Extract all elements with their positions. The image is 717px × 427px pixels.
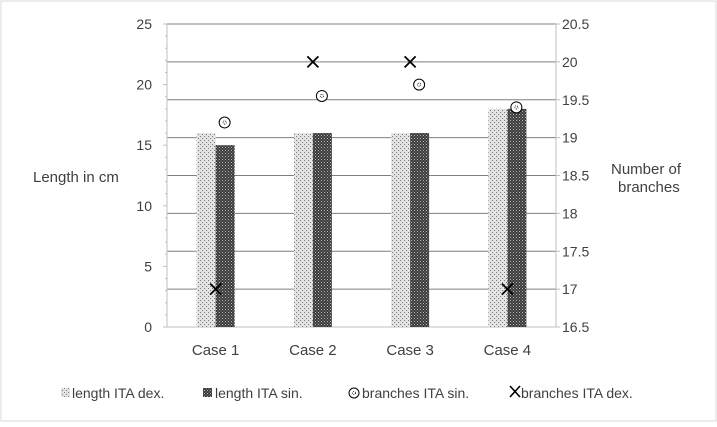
bar-length-ita-sin — [215, 145, 235, 327]
marker-branches-ita-sin-inner — [222, 120, 227, 125]
marker-branches-ita-sin — [315, 89, 328, 102]
marker-branches-ita-dex — [501, 282, 514, 296]
left-axis-label: Length in cm — [33, 169, 119, 186]
bar-length-ita-sin — [312, 133, 332, 327]
legend-item-length-ita-sin: length ITA sin. — [203, 385, 303, 401]
legend-item-branches-ita-sin: branches ITA sin. — [348, 385, 469, 401]
marker-branches-ita-sin-inner — [319, 93, 324, 98]
bar-length-ita-dex — [488, 108, 508, 327]
left-axis-tick-labels: 0 5 10 15 20 25 — [136, 16, 152, 335]
right-tick-label: 16.5 — [562, 319, 589, 335]
right-tick-label: 19.5 — [562, 92, 589, 108]
right-tick-label: 20.5 — [562, 16, 589, 32]
left-tick-label: 25 — [136, 16, 152, 32]
marker-branches-ita-sin-inner — [417, 82, 422, 87]
marker-branches-ita-sin-inner — [514, 105, 519, 110]
right-tick-label: 18.5 — [562, 168, 589, 184]
legend-label-length-ita-sin: length ITA sin. — [215, 385, 303, 401]
legend-swatch-length-ita-dex — [61, 388, 70, 397]
marker-branches-ita-sin — [413, 78, 426, 91]
legend-item-length-ita-dex: length ITA dex. — [61, 385, 164, 401]
legend: length ITA dex. length ITA sin. branches… — [61, 385, 633, 401]
left-tick-label: 0 — [144, 319, 152, 335]
right-tick-label: 19 — [562, 130, 578, 146]
bar-length-ita-dex — [196, 133, 216, 327]
bar-length-ita-dex — [391, 133, 411, 327]
marker-branches-ita-dex — [306, 55, 320, 69]
bar-length-ita-sin — [507, 108, 527, 327]
right-axis-label-line2: branches — [618, 179, 680, 196]
right-tick-label: 18 — [562, 205, 578, 221]
legend-swatch-length-ita-sin — [203, 388, 212, 397]
right-tick-label: 20 — [562, 54, 578, 70]
right-tick-label: 17 — [562, 281, 578, 297]
left-tick-label: 15 — [136, 137, 152, 153]
category-tick-label: Case 1 — [192, 342, 240, 359]
category-tick-label: Case 3 — [386, 342, 434, 359]
category-tick-labels: Case 1 Case 2 Case 3 Case 4 — [192, 342, 531, 359]
marker-branches-ita-dex — [209, 282, 222, 296]
bar-length-ita-dex — [293, 133, 313, 327]
legend-item-branches-ita-dex: branches ITA dex. — [509, 385, 633, 401]
right-tick-label: 17.5 — [562, 243, 589, 259]
legend-swatch-branches-ita-dex — [509, 385, 521, 398]
bars — [196, 108, 527, 327]
marker-branches-ita-sin — [510, 101, 523, 114]
category-tick-label: Case 2 — [289, 342, 337, 359]
marker-branches-ita-sin — [218, 116, 231, 129]
legend-label-branches-ita-dex: branches ITA dex. — [521, 385, 633, 401]
right-axis-tick-labels: 16.5 17 17.5 18 18.5 19 19.5 20 20.5 — [562, 16, 589, 335]
bar-length-ita-sin — [410, 133, 430, 327]
marker-branches-ita-dex — [403, 55, 417, 69]
left-tick-label: 5 — [144, 258, 152, 274]
category-tick-label: Case 4 — [484, 342, 532, 359]
left-tick-label: 10 — [136, 198, 152, 214]
right-axis-label-line1: Number of — [611, 161, 682, 178]
markers — [209, 55, 523, 296]
legend-label-length-ita-dex: length ITA dex. — [72, 385, 164, 401]
left-tick-label: 20 — [136, 77, 152, 93]
legend-swatch-branches-ita-sin — [348, 387, 360, 399]
legend-swatch-branches-ita-sin-inner — [352, 391, 356, 395]
legend-label-branches-ita-sin: branches ITA sin. — [362, 385, 469, 401]
